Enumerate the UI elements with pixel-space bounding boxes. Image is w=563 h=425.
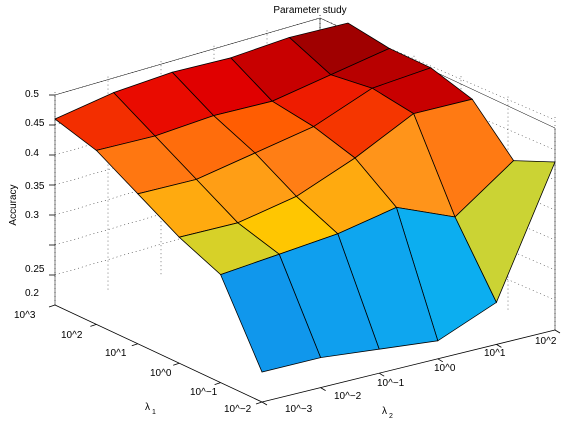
lambda1-tick: [214, 382, 221, 385]
z-tick-labels: 0.2 0.25 0.3 0.35 0.4 0.45 0.5: [25, 89, 45, 299]
lambda1-tick: [173, 362, 180, 366]
lambda1-tick: [131, 343, 138, 347]
lambda2-tick: [496, 344, 502, 348]
z-axis-label: Accuracy: [8, 184, 19, 225]
z-tick-label: 0.5: [25, 89, 39, 100]
lambda2-tick-label: 10^−3: [285, 404, 313, 415]
z-tick-label: 0.3: [25, 210, 39, 221]
lambda2-label-sub: 2: [389, 413, 393, 420]
lambda1-axis-label: λ 1: [145, 402, 156, 416]
lambda1-tick-labels: 10^3 10^2 10^1 10^0 10^−1 10^−2: [14, 310, 252, 415]
lambda1-tick: [90, 324, 97, 327]
z-tick-label: 0.4: [25, 148, 39, 159]
lambda2-axis-label: λ 2: [382, 406, 393, 420]
left-back-edge: [54, 17, 321, 96]
lambda2-tick-label: 10^0: [434, 363, 456, 374]
lambda2-tick: [320, 387, 326, 391]
lambda1-tick-label: 10^3: [14, 310, 36, 321]
lambda1-tick-label: 10^1: [105, 348, 127, 359]
lambda2-tick: [554, 329, 561, 334]
lambda1-tick-label: 10^2: [61, 330, 83, 341]
lambda2-tick: [437, 358, 444, 363]
lambda1-label-sub: 1: [152, 409, 156, 416]
z-tick-label: 0.35: [25, 181, 45, 192]
chart-title: Parameter study: [273, 5, 346, 16]
lambda2-label-base: λ: [382, 406, 387, 417]
lambda2-tick: [378, 372, 385, 377]
lambda2-tick-label: 10^−2: [334, 391, 362, 402]
lambda1-tick-label: 10^−2: [224, 404, 252, 415]
lambda1-label-base: λ: [145, 402, 150, 413]
surface-patch: [220, 253, 322, 373]
lambda2-tick-label: 10^−1: [377, 378, 405, 389]
lambda2-axis-line: [261, 329, 556, 403]
lambda1-axis-line: [54, 304, 263, 403]
z-grid-line: [319, 17, 556, 121]
lambda1-tick-label: 10^0: [150, 368, 172, 379]
lambda1-tick: [48, 304, 56, 308]
lambda2-tick-labels: 10^−3 10^−2 10^−1 10^0 10^1 10^2: [285, 336, 557, 415]
lambda2-tick: [261, 401, 268, 406]
z-tick-label: 0.25: [25, 264, 45, 275]
lambda1-tick-label: 10^−1: [190, 387, 218, 398]
lambda1-tick: [255, 401, 263, 405]
z-tick-label: 0.45: [25, 118, 45, 129]
tick-marks: [48, 94, 561, 406]
floor-axes: [54, 304, 556, 403]
surface-patches: [54, 22, 556, 373]
z-tick-label: 0.2: [25, 288, 39, 299]
lambda2-tick-label: 10^2: [535, 336, 557, 347]
lambda2-tick-label: 10^1: [484, 348, 506, 359]
